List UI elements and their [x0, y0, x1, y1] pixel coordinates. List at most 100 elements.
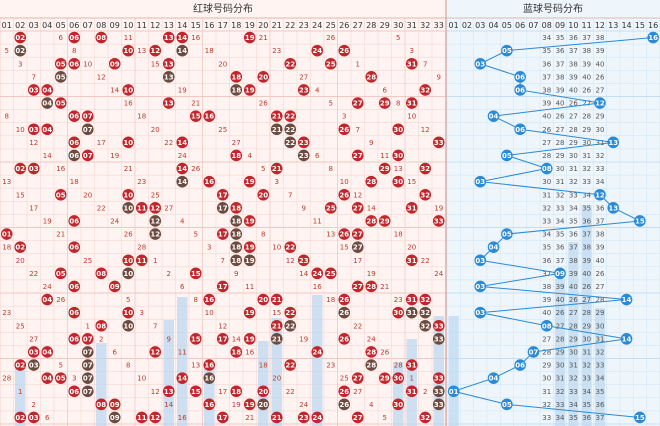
red-ball [230, 241, 243, 253]
red-ball-number: 14 [177, 34, 187, 42]
red-omission-value: 23 [394, 296, 403, 304]
red-omission-value: 7 [32, 73, 36, 81]
red-ball [432, 333, 445, 345]
blue-omission-value: 37 [556, 60, 565, 68]
red-ball [338, 398, 351, 411]
blue-ball [474, 254, 487, 267]
red-ball [216, 333, 229, 345]
blue-omission-value: 27 [542, 335, 551, 343]
red-ball [95, 31, 108, 44]
blue-omission-value: 37 [595, 217, 604, 225]
red-omission-value: 20 [16, 257, 25, 265]
red-ball-number: 10 [123, 191, 133, 199]
red-ball [14, 31, 27, 44]
red-ball [162, 57, 175, 70]
red-ball [230, 215, 243, 227]
blue-omission-value: 39 [556, 86, 565, 94]
blue-ball [447, 385, 460, 398]
blue-ball-number: 03 [475, 309, 485, 317]
blue-column-header: 04 [488, 21, 498, 30]
red-omission-value: 8 [5, 113, 9, 121]
red-omission-value: 28 [137, 244, 146, 252]
red-omission-value: 4 [369, 401, 374, 409]
blue-ball-number: 05 [502, 47, 512, 55]
red-ball-number: 11 [137, 204, 147, 212]
red-omission-value: 4 [315, 86, 320, 94]
red-ball-number: 07 [83, 113, 93, 121]
blue-omission-value: 30 [595, 126, 604, 134]
red-ball-number: 30 [393, 401, 403, 409]
blue-omission-value: 32 [542, 401, 551, 409]
blue-omission-value: 32 [556, 191, 565, 199]
red-ball-number: 27 [353, 283, 363, 291]
blue-omission-value: 34 [569, 401, 578, 409]
red-ball-number: 27 [353, 375, 363, 383]
blue-omission-value: 39 [582, 60, 591, 68]
blue-omission-value: 40 [582, 73, 591, 81]
red-ball-number: 23 [299, 152, 309, 160]
blue-omission-value: 26 [595, 270, 604, 278]
red-ball-number: 09 [110, 401, 120, 409]
red-ball-number: 18 [231, 86, 241, 94]
red-ball-number: 12 [150, 217, 160, 225]
blue-omission-value: 27 [569, 309, 578, 317]
blue-omission-value: 28 [569, 322, 578, 330]
red-omission-value: 16 [191, 34, 200, 42]
red-column-header: 25 [326, 21, 336, 30]
red-ball [432, 398, 445, 411]
red-omission-value: 14 [164, 401, 173, 409]
blue-omission-value: 27 [556, 322, 565, 330]
red-ball-number: 02 [15, 244, 25, 252]
red-omission-value: 12 [353, 191, 362, 199]
blue-omission-value: 29 [542, 362, 551, 370]
red-ball [108, 411, 121, 424]
blue-ball-number: 04 [489, 375, 499, 383]
red-ball [203, 398, 216, 411]
red-omission-value: 3 [140, 309, 144, 317]
red-ball-number: 06 [69, 152, 79, 160]
red-omission-value: 23 [2, 309, 11, 317]
blue-omission-value: 30 [582, 139, 591, 147]
red-omission-value: 17 [29, 204, 38, 212]
red-ball [270, 123, 283, 136]
blue-omission-value: 26 [595, 73, 604, 81]
blue-column-header: 01 [449, 21, 459, 30]
red-ball-number: 10 [123, 47, 133, 55]
red-ball-number: 12 [150, 348, 160, 356]
red-ball [243, 241, 256, 253]
red-ball-number: 24 [312, 270, 322, 278]
blue-omission-value: 34 [569, 204, 578, 212]
red-ball-number: 17 [218, 204, 228, 212]
red-omission-value: 26 [191, 165, 200, 173]
red-omission-value: 1 [410, 375, 414, 383]
red-omission-value: 13 [2, 178, 11, 186]
red-ball [432, 385, 445, 398]
red-ball-number: 02 [15, 165, 25, 173]
blue-omission-value: 39 [582, 257, 591, 265]
red-ball-number: 14 [177, 139, 187, 147]
red-ball [203, 293, 216, 306]
red-ball-number: 24 [312, 414, 322, 422]
red-ball [351, 97, 364, 109]
blue-omission-value: 29 [582, 322, 591, 330]
red-ball [311, 44, 324, 57]
red-ball [243, 175, 256, 188]
blue-omission-value: 33 [595, 165, 604, 173]
red-stat-bar [406, 339, 417, 426]
red-ball-number: 14 [177, 375, 187, 383]
red-omission-value: 8 [329, 165, 333, 173]
red-ball-number: 17 [218, 191, 228, 199]
blue-omission-value: 38 [595, 34, 604, 42]
blue-ball-number: 12 [595, 191, 605, 199]
blue-omission-value: 32 [556, 388, 565, 396]
red-ball [230, 254, 243, 267]
red-ball-number: 13 [164, 60, 174, 68]
red-ball-number: 13 [164, 100, 174, 108]
blue-omission-value: 36 [582, 414, 591, 422]
red-omission-value: 5 [126, 296, 130, 304]
red-omission-value: 2 [423, 388, 427, 396]
red-ball-number: 22 [285, 322, 295, 330]
red-ball [189, 110, 202, 122]
red-ball [54, 267, 67, 280]
